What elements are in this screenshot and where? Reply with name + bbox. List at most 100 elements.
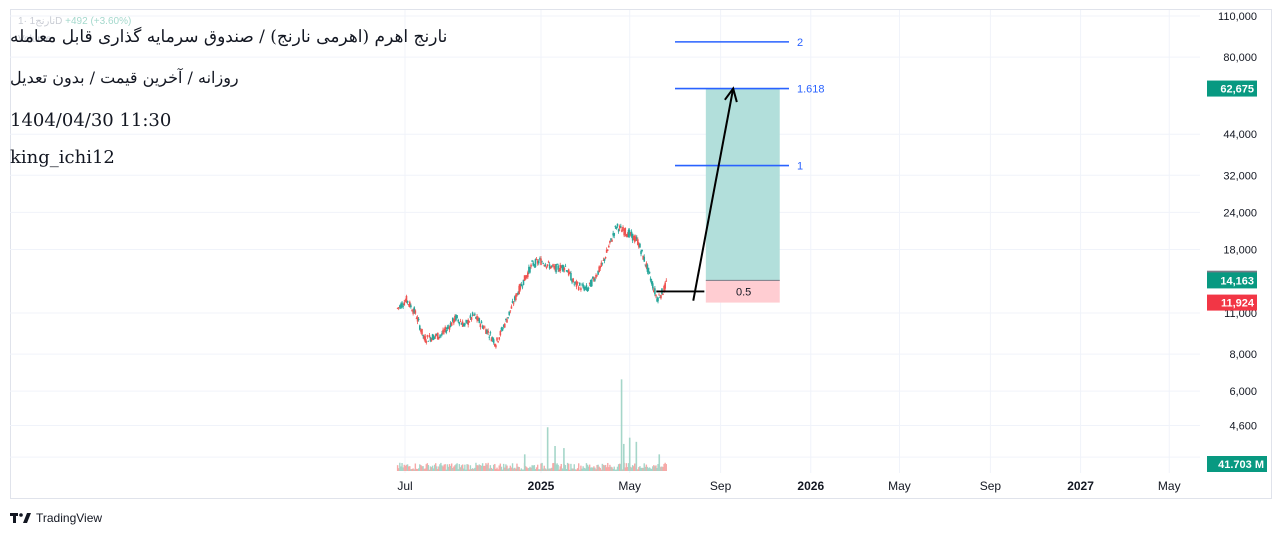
volume-bar: [625, 463, 628, 471]
volume-bar: [445, 469, 447, 471]
candle-body: [396, 307, 399, 309]
volume-bar: [442, 466, 444, 471]
candle-body: [569, 272, 571, 274]
candle-body: [435, 333, 438, 335]
volume-bar: [613, 466, 615, 471]
volume-bar: [478, 464, 480, 471]
candle-body: [565, 270, 568, 272]
candle-body: [490, 338, 493, 342]
volume-bar: [527, 468, 529, 471]
volume-bar: [565, 468, 568, 471]
volume-bar: [550, 468, 552, 471]
candle-body: [606, 249, 609, 251]
legend-volume: Volume: [18, 34, 52, 45]
time-tick-label: May: [1158, 479, 1181, 493]
volume-bar: [452, 467, 454, 471]
volume-bar: [639, 466, 641, 471]
candle-body: [487, 330, 489, 333]
volume-bar: [626, 467, 629, 471]
candle-body: [448, 326, 451, 330]
candle-body: [423, 336, 426, 340]
volume-bar: [490, 467, 493, 471]
price-tick-label: 24,000: [1223, 207, 1257, 219]
gridlines: [10, 10, 1200, 473]
candle-body: [438, 336, 440, 339]
price-tick-label: 32,000: [1223, 170, 1257, 182]
candle-body: [640, 251, 642, 255]
volume-bar: [458, 464, 461, 471]
legend-symbol: نارنج1 ·1D: [18, 16, 66, 27]
volume-bar: [522, 469, 525, 471]
candle-body: [586, 288, 589, 292]
candle-body: [482, 326, 485, 330]
candle-body: [524, 276, 527, 280]
volume-bar: [581, 468, 583, 471]
chart-author: king_ichi12: [10, 147, 115, 168]
candle-body: [557, 265, 559, 270]
volume-bar: [645, 464, 648, 471]
volume-bar: [519, 469, 521, 471]
volume-bar: [486, 464, 488, 471]
tradingview-attribution[interactable]: TradingView: [10, 509, 102, 527]
candle-body: [570, 273, 572, 281]
volume-bar: [515, 468, 517, 471]
time-tick-label: 2027: [1067, 479, 1094, 493]
volume-bar: [427, 465, 430, 471]
candle-body: [458, 322, 461, 325]
volume-bar: [544, 468, 547, 471]
candle-body: [489, 332, 492, 334]
candle-body: [411, 310, 413, 312]
candle-body: [587, 287, 590, 289]
candle-body: [548, 264, 551, 269]
volume-bar: [422, 466, 424, 471]
candle-body: [450, 322, 453, 326]
volume-bar: [524, 466, 527, 471]
candle-body: [613, 233, 616, 236]
volume-bar: [654, 466, 656, 471]
time-tick-label: May: [618, 479, 641, 493]
candle-body: [455, 314, 457, 321]
volume-bar: [570, 463, 572, 471]
volume-bar: [584, 468, 587, 471]
volume-bar: [487, 462, 489, 471]
candle-body: [488, 336, 491, 338]
price-tick-label: 18,000: [1223, 244, 1257, 256]
candle-body: [576, 281, 579, 284]
volume-bar: [481, 463, 484, 471]
volume-bar: [420, 465, 422, 471]
candle-body: [509, 310, 512, 312]
volume-bar: [564, 465, 567, 471]
candle-body: [605, 249, 608, 253]
price-tag-label: 11,924: [1221, 298, 1255, 310]
volume-bar: [476, 465, 478, 471]
candle-body: [662, 293, 664, 295]
candle-body: [615, 226, 618, 229]
volume-bar: [599, 467, 601, 471]
fib-label: 1: [797, 161, 803, 173]
candle-body: [620, 225, 622, 227]
volume-bar: [576, 468, 579, 471]
volume-bar: [611, 467, 613, 471]
volume-bar: [433, 464, 436, 471]
legend-change: +492 (+3.60%): [65, 16, 132, 27]
candle-body: [405, 295, 408, 303]
volume-bar: [529, 466, 531, 471]
candle-body: [502, 325, 505, 327]
volume-bar: [638, 467, 640, 471]
candle-body: [511, 301, 514, 303]
volume-bar: [428, 469, 431, 471]
volume-bar: [585, 463, 588, 471]
volume-bar: [440, 462, 442, 471]
volume-spike: [620, 379, 623, 471]
volume-bar: [459, 467, 462, 471]
volume-bar: [424, 468, 426, 471]
volume-bar: [446, 464, 449, 471]
candle-body: [436, 332, 439, 340]
candle-body: [657, 297, 659, 302]
volume-bar: [437, 469, 439, 471]
candle-body: [516, 293, 518, 296]
candle-body: [659, 297, 661, 298]
volume-bar: [508, 467, 510, 471]
legend-ghost-symbol: نارنج1 ·1D +492 (+3.60%): [18, 16, 131, 27]
